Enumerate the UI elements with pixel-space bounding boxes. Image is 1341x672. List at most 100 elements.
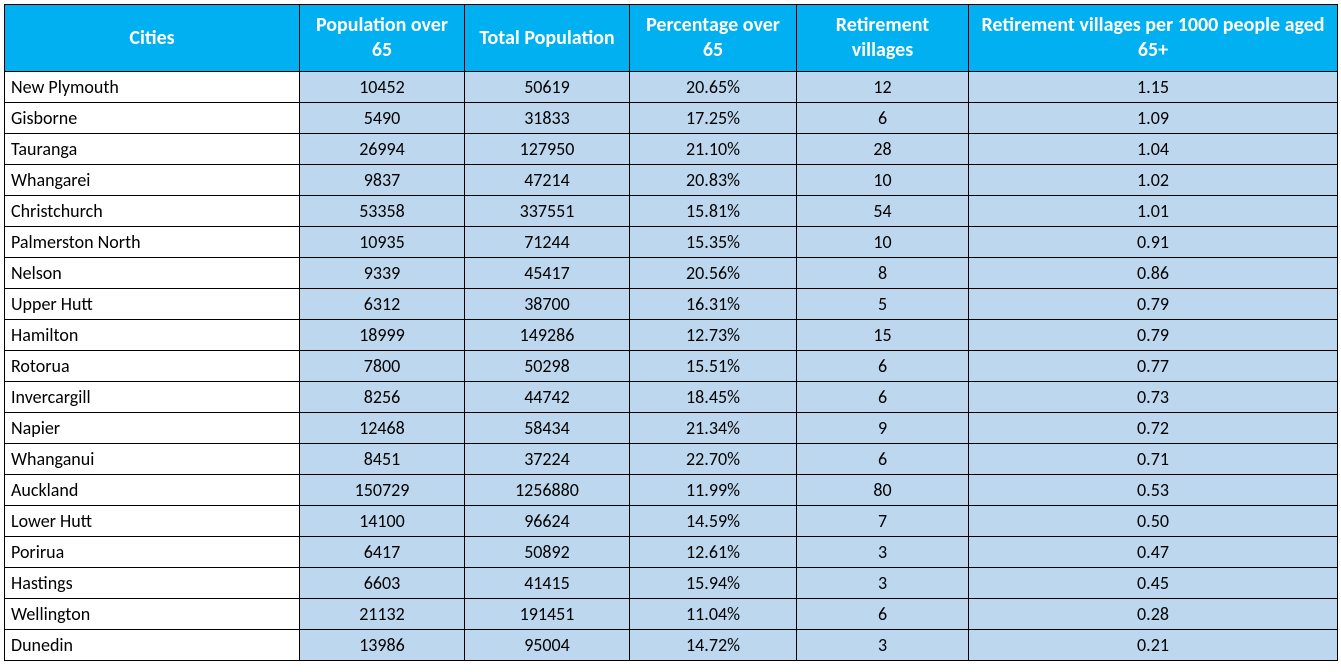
cell-villages: 15 xyxy=(797,320,969,351)
cell-pop65: 10935 xyxy=(300,227,465,258)
table-row: New Plymouth104525061920.65%121.15 xyxy=(5,72,1338,103)
cell-total: 337551 xyxy=(465,196,630,227)
cell-total: 96624 xyxy=(465,506,630,537)
cell-villages: 6 xyxy=(797,382,969,413)
cell-per1000: 0.21 xyxy=(969,630,1338,661)
cell-pct: 22.70% xyxy=(630,444,797,475)
cell-total: 31833 xyxy=(465,103,630,134)
cell-pct: 15.35% xyxy=(630,227,797,258)
cell-villages: 3 xyxy=(797,568,969,599)
cell-city: Palmerston North xyxy=(5,227,300,258)
cell-city: Nelson xyxy=(5,258,300,289)
cell-city: Napier xyxy=(5,413,300,444)
table-row: Christchurch5335833755115.81%541.01 xyxy=(5,196,1338,227)
cell-villages: 3 xyxy=(797,537,969,568)
cell-pct: 11.99% xyxy=(630,475,797,506)
cell-pct: 12.73% xyxy=(630,320,797,351)
cell-city: Auckland xyxy=(5,475,300,506)
cell-city: Upper Hutt xyxy=(5,289,300,320)
cell-pct: 16.31% xyxy=(630,289,797,320)
cell-total: 45417 xyxy=(465,258,630,289)
cell-villages: 6 xyxy=(797,351,969,382)
cell-per1000: 0.47 xyxy=(969,537,1338,568)
cell-pct: 14.59% xyxy=(630,506,797,537)
cell-pct: 15.51% xyxy=(630,351,797,382)
cell-villages: 10 xyxy=(797,227,969,258)
cell-city: Dunedin xyxy=(5,630,300,661)
cell-total: 95004 xyxy=(465,630,630,661)
table-row: Whangarei98374721420.83%101.02 xyxy=(5,165,1338,196)
cell-city: Porirua xyxy=(5,537,300,568)
cell-pct: 20.83% xyxy=(630,165,797,196)
cell-pct: 20.56% xyxy=(630,258,797,289)
cell-villages: 5 xyxy=(797,289,969,320)
table-row: Tauranga2699412795021.10%281.04 xyxy=(5,134,1338,165)
table-row: Hastings66034141515.94%30.45 xyxy=(5,568,1338,599)
cell-pop65: 8256 xyxy=(300,382,465,413)
cell-per1000: 0.28 xyxy=(969,599,1338,630)
cell-per1000: 1.09 xyxy=(969,103,1338,134)
cell-total: 47214 xyxy=(465,165,630,196)
cell-villages: 3 xyxy=(797,630,969,661)
table-row: Wellington2113219145111.04%60.28 xyxy=(5,599,1338,630)
cell-per1000: 1.15 xyxy=(969,72,1338,103)
cell-villages: 28 xyxy=(797,134,969,165)
cell-total: 50892 xyxy=(465,537,630,568)
cell-pop65: 53358 xyxy=(300,196,465,227)
cell-city: New Plymouth xyxy=(5,72,300,103)
cell-city: Hastings xyxy=(5,568,300,599)
cell-total: 1256880 xyxy=(465,475,630,506)
cell-per1000: 0.79 xyxy=(969,320,1338,351)
cell-city: Invercargill xyxy=(5,382,300,413)
cell-pct: 18.45% xyxy=(630,382,797,413)
cell-pct: 15.81% xyxy=(630,196,797,227)
cell-pop65: 14100 xyxy=(300,506,465,537)
table-row: Gisborne54903183317.25%61.09 xyxy=(5,103,1338,134)
cell-pct: 12.61% xyxy=(630,537,797,568)
cell-city: Rotorua xyxy=(5,351,300,382)
table-row: Rotorua78005029815.51%60.77 xyxy=(5,351,1338,382)
cell-villages: 6 xyxy=(797,444,969,475)
col-header-total: Total Population xyxy=(465,5,630,72)
cell-city: Lower Hutt xyxy=(5,506,300,537)
col-header-villages: Retirement villages xyxy=(797,5,969,72)
cell-pct: 21.34% xyxy=(630,413,797,444)
cell-villages: 6 xyxy=(797,103,969,134)
cell-pop65: 26994 xyxy=(300,134,465,165)
cell-villages: 8 xyxy=(797,258,969,289)
table-row: Dunedin139869500414.72%30.21 xyxy=(5,630,1338,661)
cell-pop65: 6312 xyxy=(300,289,465,320)
cell-villages: 12 xyxy=(797,72,969,103)
table-body: New Plymouth104525061920.65%121.15Gisbor… xyxy=(5,72,1338,661)
cell-pop65: 9339 xyxy=(300,258,465,289)
cell-pct: 11.04% xyxy=(630,599,797,630)
cell-pop65: 7800 xyxy=(300,351,465,382)
cell-per1000: 0.91 xyxy=(969,227,1338,258)
cell-villages: 9 xyxy=(797,413,969,444)
cell-villages: 7 xyxy=(797,506,969,537)
cell-per1000: 1.04 xyxy=(969,134,1338,165)
cell-per1000: 0.45 xyxy=(969,568,1338,599)
cell-villages: 10 xyxy=(797,165,969,196)
cell-per1000: 1.02 xyxy=(969,165,1338,196)
table-row: Nelson93394541720.56%80.86 xyxy=(5,258,1338,289)
cell-pop65: 21132 xyxy=(300,599,465,630)
cell-per1000: 0.72 xyxy=(969,413,1338,444)
col-header-cities: Cities xyxy=(5,5,300,72)
table-row: Invercargill82564474218.45%60.73 xyxy=(5,382,1338,413)
cell-total: 149286 xyxy=(465,320,630,351)
cell-per1000: 0.79 xyxy=(969,289,1338,320)
cell-villages: 80 xyxy=(797,475,969,506)
cell-per1000: 0.53 xyxy=(969,475,1338,506)
cell-city: Tauranga xyxy=(5,134,300,165)
cell-villages: 54 xyxy=(797,196,969,227)
cell-per1000: 0.71 xyxy=(969,444,1338,475)
cell-pop65: 18999 xyxy=(300,320,465,351)
cell-pct: 14.72% xyxy=(630,630,797,661)
cell-city: Gisborne xyxy=(5,103,300,134)
cell-city: Hamilton xyxy=(5,320,300,351)
cell-per1000: 0.77 xyxy=(969,351,1338,382)
cell-pct: 21.10% xyxy=(630,134,797,165)
retirement-villages-table: Cities Population over 65 Total Populati… xyxy=(4,4,1338,661)
cell-total: 127950 xyxy=(465,134,630,165)
